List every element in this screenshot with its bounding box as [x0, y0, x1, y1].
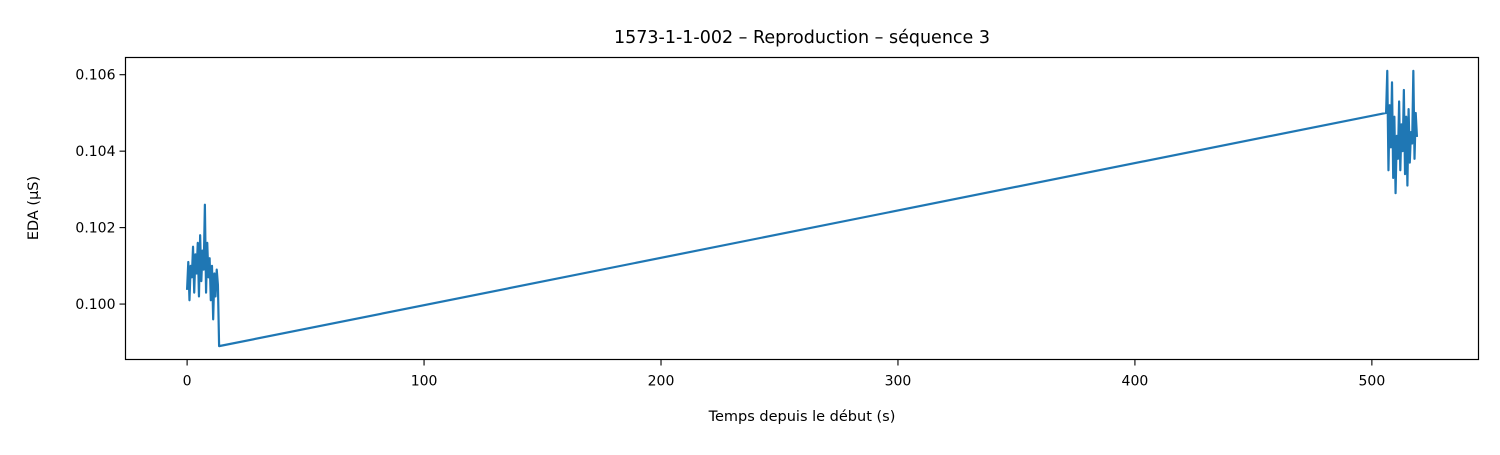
- x-tick-label: 0: [183, 374, 192, 390]
- y-axis-ticks: 0.100 0.102 0.104 0.106: [75, 68, 126, 313]
- x-tick-label: 400: [1122, 374, 1149, 390]
- y-tick-label: 0.100: [75, 297, 115, 313]
- y-tick-label: 0.106: [75, 68, 115, 84]
- x-tick-label: 100: [411, 374, 438, 390]
- y-tick-label: 0.104: [75, 144, 115, 160]
- x-tick-label: 500: [1359, 374, 1386, 390]
- x-tick-label: 300: [885, 374, 912, 390]
- y-axis-label: EDA (µS): [26, 176, 42, 240]
- y-tick-label: 0.102: [75, 221, 115, 237]
- plot-frame: [124, 56, 1480, 361]
- x-axis-ticks: 0 100 200 300 400 500: [183, 359, 1386, 390]
- chart-title: 1573-1-1-002 – Reproduction – séquence 3: [614, 28, 990, 48]
- eda-series-line: [185, 69, 1419, 348]
- plot-area: [185, 69, 1419, 348]
- x-axis-label: Temps depuis le début (s): [708, 409, 896, 425]
- x-tick-label: 200: [648, 374, 675, 390]
